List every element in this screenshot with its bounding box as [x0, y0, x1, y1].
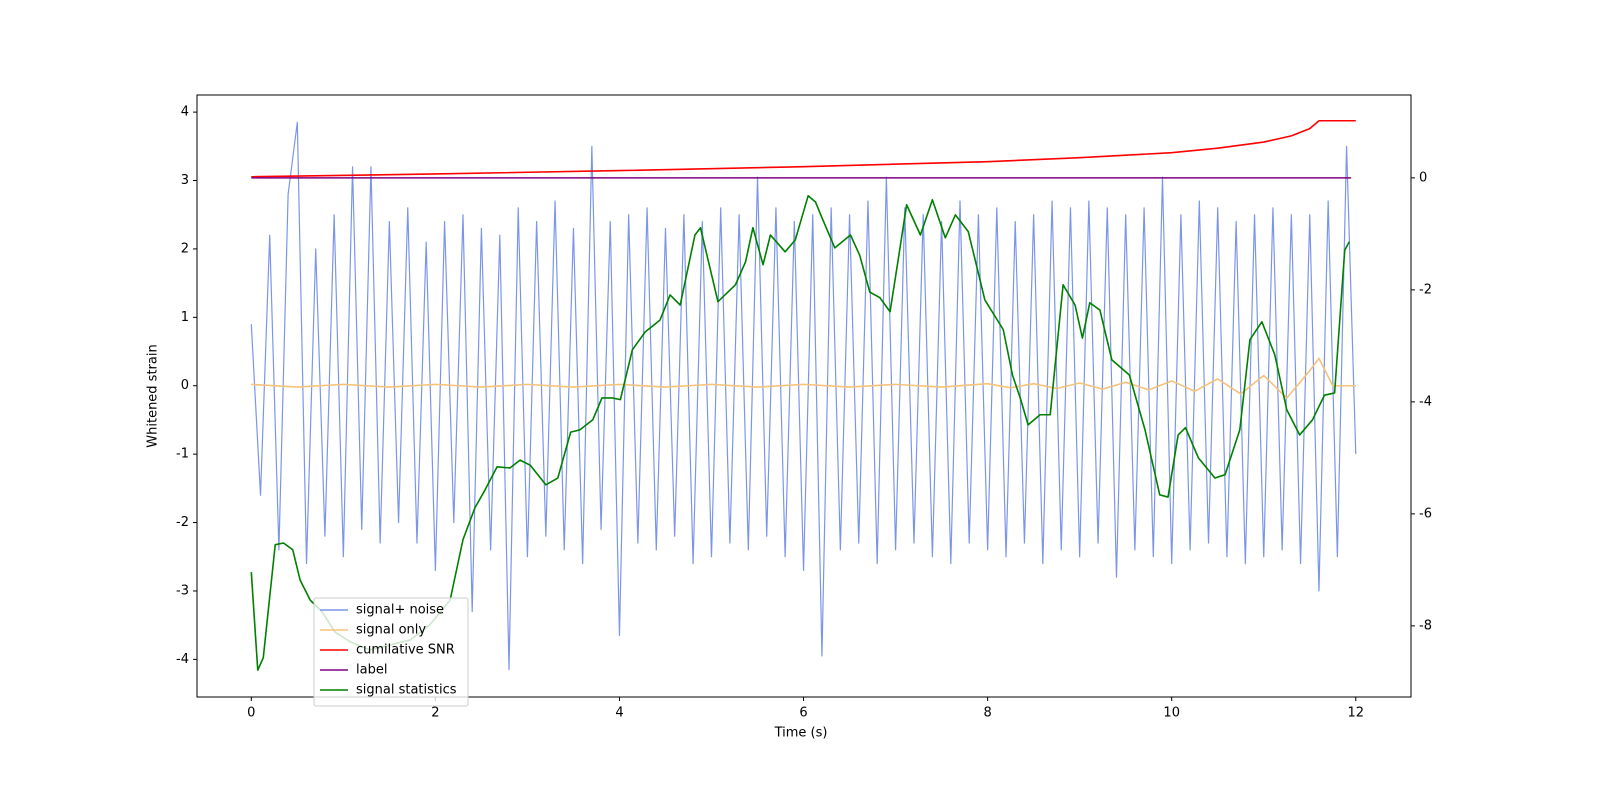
y-tick-label: -3	[176, 583, 189, 598]
legend-label: signal+ noise	[356, 603, 444, 618]
series-line	[250, 121, 1357, 671]
x-tick-label: 10	[1163, 706, 1180, 721]
x-tick-label: 4	[615, 706, 623, 721]
y-tick-label: 2	[181, 241, 189, 256]
y-tick-label: -1	[176, 447, 189, 462]
x-tick-label: 12	[1348, 706, 1365, 721]
legend-label: label	[356, 663, 387, 678]
y2-tick-label: -4	[1419, 394, 1432, 409]
y-tick-label: 0	[181, 378, 189, 393]
x-tick-label: 2	[431, 706, 439, 721]
legend-label: cumilative SNR	[356, 643, 455, 658]
y-tick-label: -4	[176, 652, 189, 667]
legend-box	[313, 597, 469, 707]
y-tick-label: -2	[176, 515, 189, 530]
y2-tick-label: -2	[1419, 282, 1432, 297]
x-axis-label: Time (s)	[774, 726, 828, 741]
series-line	[251, 119, 1356, 178]
series-line	[251, 357, 1356, 399]
y2-tick-label: -6	[1419, 506, 1432, 521]
y-tick-label: 1	[181, 310, 189, 325]
y-axis-label: Whitened strain	[146, 344, 161, 447]
legend-label: signal only	[356, 623, 426, 638]
series-line	[250, 195, 1351, 671]
legend-label: signal statistics	[356, 683, 457, 698]
plot-frame	[196, 94, 1412, 698]
y2-tick-label: 0	[1419, 170, 1427, 185]
x-tick-label: 6	[799, 706, 807, 721]
y2-tick-label: -8	[1419, 618, 1432, 633]
y-tick-label: 3	[181, 173, 189, 188]
y-tick-label: 4	[181, 105, 189, 120]
x-tick-label: 8	[983, 706, 991, 721]
x-tick-label: 0	[247, 706, 255, 721]
